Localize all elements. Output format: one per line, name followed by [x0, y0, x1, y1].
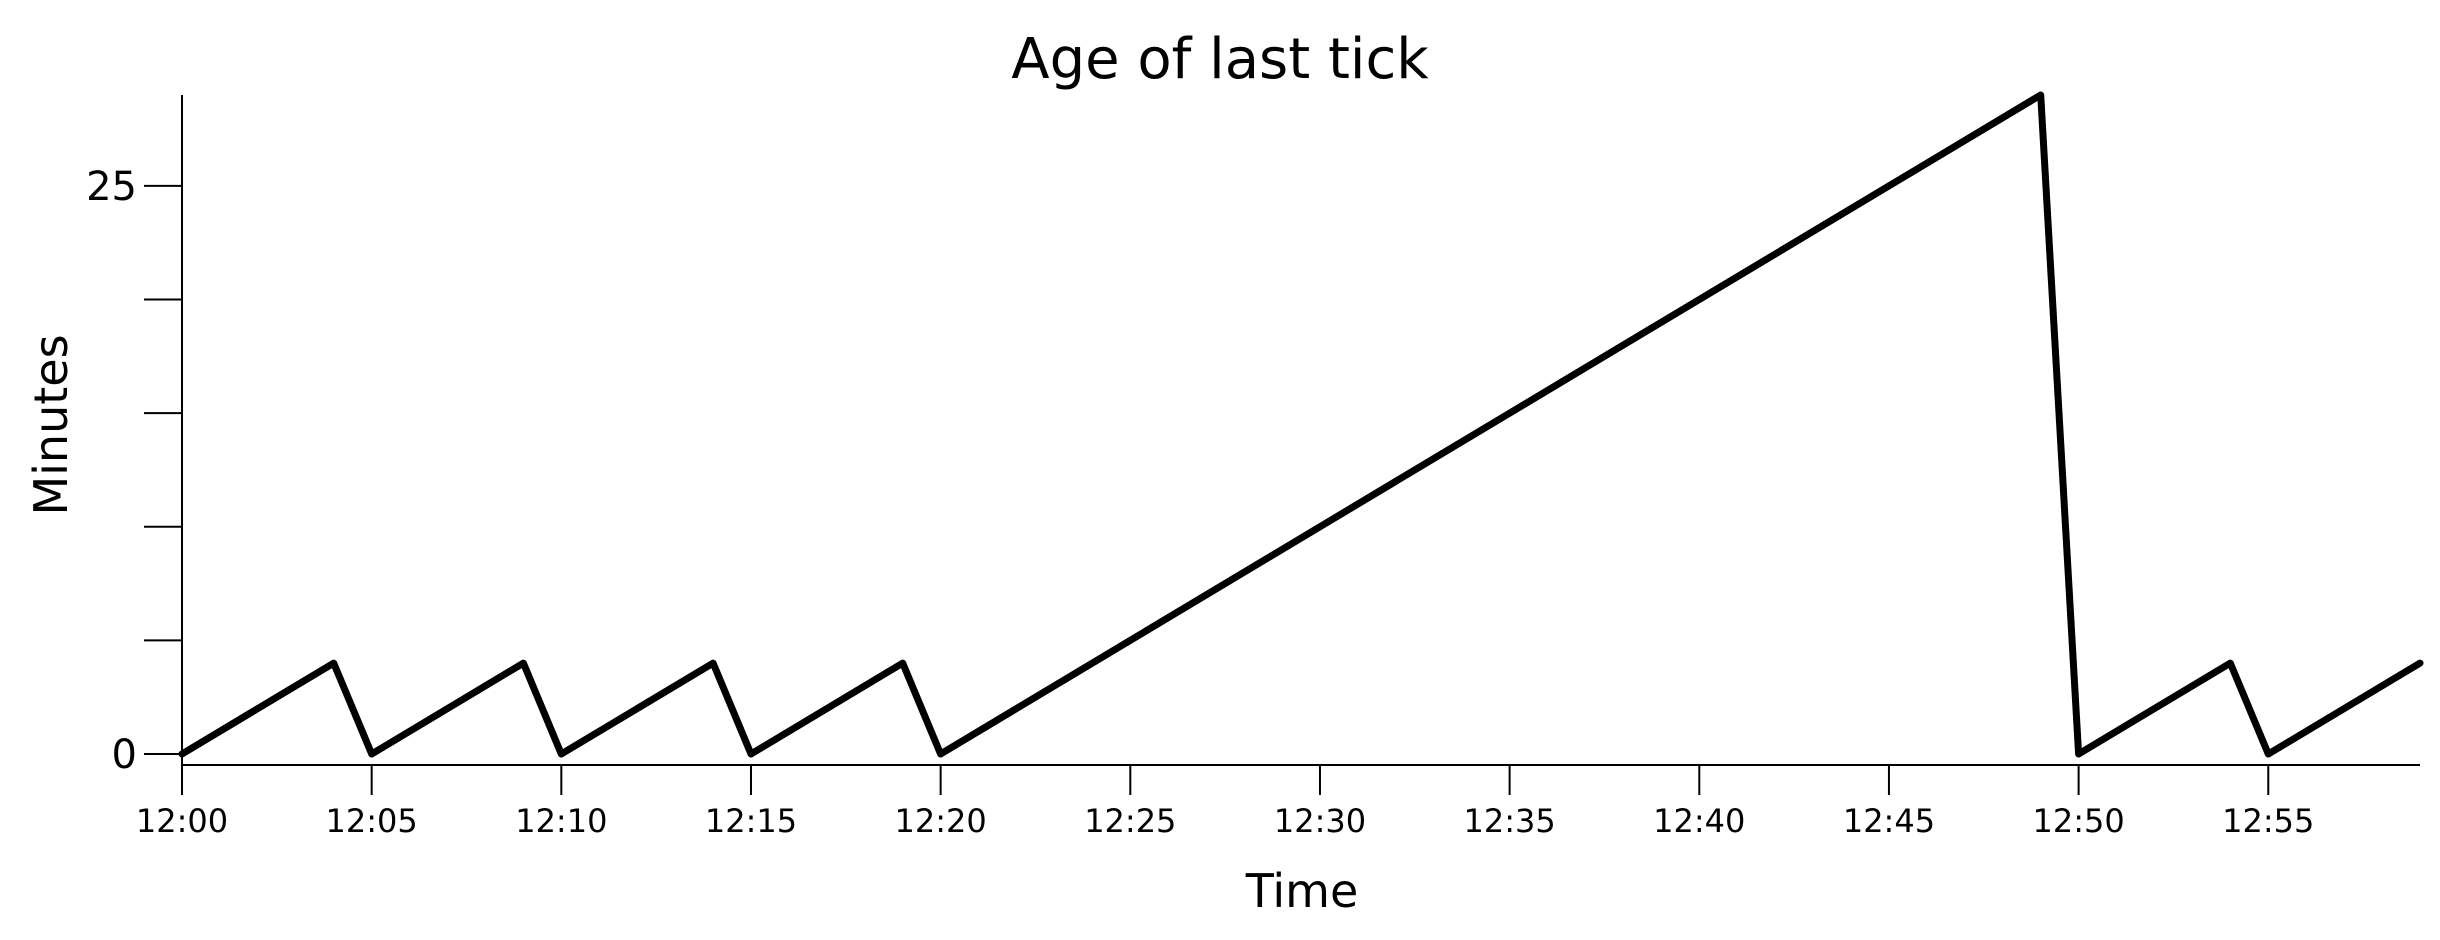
- x-tick-label: 12:05: [326, 802, 418, 840]
- x-axis-label: Time: [1245, 864, 1359, 918]
- x-tick-label: 12:45: [1843, 802, 1935, 840]
- y-ticks: 0 25: [86, 164, 182, 778]
- chart-title: Age of last tick: [1011, 27, 1429, 92]
- x-tick-label: 12:35: [1464, 802, 1556, 840]
- y-axis-label: Minutes: [24, 334, 78, 515]
- x-ticks: 12:00 12:05 12:10 12:15 12:20 12:25 12:30 12:35…: [136, 765, 2314, 840]
- x-tick-label: 12:30: [1274, 802, 1366, 840]
- x-tick-label: 12:55: [2222, 802, 2314, 840]
- x-tick-label: 12:40: [1653, 802, 1745, 840]
- x-tick-label: 12:10: [515, 802, 607, 840]
- x-tick-label: 12:20: [895, 802, 987, 840]
- x-tick-label: 12:50: [2033, 802, 2125, 840]
- series-line: [178, 91, 2424, 758]
- x-tick-label: 12:25: [1084, 802, 1176, 840]
- x-tick-label: 12:15: [705, 802, 797, 840]
- y-tick-label: 25: [86, 164, 137, 210]
- x-tick-label: 12:00: [136, 802, 228, 840]
- y-tick-label: 0: [112, 732, 137, 778]
